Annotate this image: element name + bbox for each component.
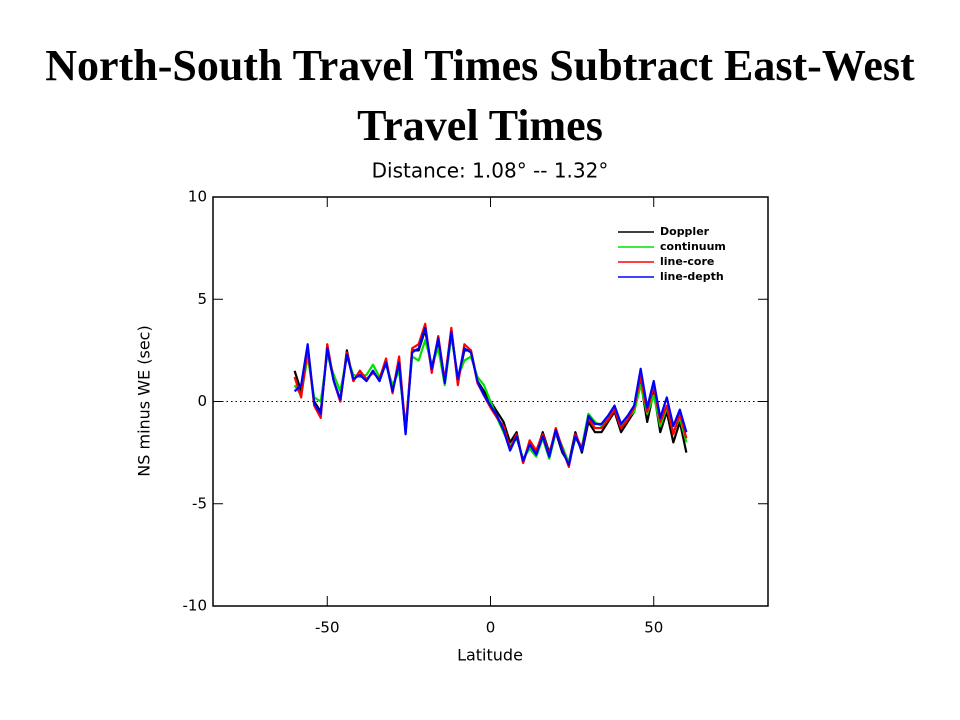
x-tick-label: 0 [486, 619, 496, 637]
y-tick-label: 10 [188, 188, 207, 206]
series-line [293, 328, 688, 464]
legend-label: continuum [660, 240, 726, 253]
y-axis-label: NS minus WE (sec) [135, 325, 154, 476]
series-line [293, 322, 688, 469]
series-line [293, 334, 688, 464]
y-tick-label: 5 [197, 290, 207, 308]
legend-label: Doppler [660, 225, 710, 238]
y-tick-label: -10 [183, 597, 208, 615]
y-tick-label: 0 [197, 392, 207, 410]
x-axis-label: Latitude [457, 646, 523, 665]
x-tick-label: -50 [315, 619, 340, 637]
chart-title: Distance: 1.08° -- 1.32° [372, 159, 609, 183]
y-tick-label: -5 [192, 494, 207, 512]
legend-label: line-core [660, 255, 714, 268]
slide-title: North-South Travel Times Subtract East-W… [45, 41, 915, 150]
x-tick-label: 50 [644, 619, 663, 637]
series-line [293, 326, 688, 466]
legend-label: line-depth [660, 270, 724, 283]
